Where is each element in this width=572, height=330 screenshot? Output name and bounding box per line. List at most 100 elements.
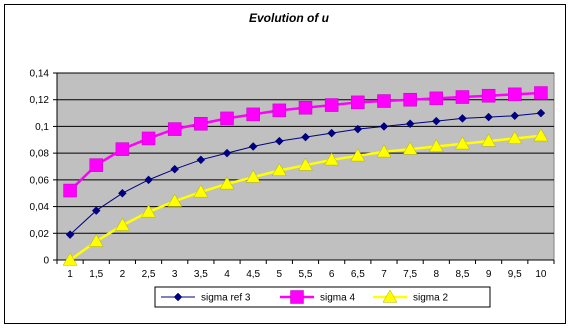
x-tick-label: 2,5 <box>142 269 156 280</box>
legend-marker <box>173 292 183 302</box>
data-point <box>246 107 260 122</box>
x-tick-label: 8 <box>434 269 440 280</box>
data-point <box>222 148 232 158</box>
data-point <box>220 111 234 126</box>
legend: sigma ref 3 sigma 4 sigma 2 <box>154 286 491 308</box>
series-sigma-2 <box>62 128 549 266</box>
y-tick-label: 0,12 <box>30 95 50 106</box>
y-tick-label: 0,14 <box>30 69 50 80</box>
x-tick-label: 10 <box>535 269 547 280</box>
legend-box <box>154 286 491 308</box>
data-point <box>271 163 287 177</box>
data-point <box>455 136 470 150</box>
y-tick-label: 0,02 <box>30 229 50 240</box>
data-point <box>65 230 75 239</box>
data-point <box>327 128 337 138</box>
data-point <box>301 132 310 142</box>
data-point <box>193 184 209 198</box>
data-point <box>272 103 287 118</box>
data-point <box>429 91 444 106</box>
x-tick-label: 4,5 <box>246 269 260 280</box>
legend-marker <box>382 289 398 303</box>
chart-title: Evolution of u <box>249 11 330 25</box>
data-point <box>324 152 340 166</box>
data-point <box>379 122 389 131</box>
data-point <box>114 217 130 231</box>
plot-area-group: 0 0,02 0,04 0,06 0,08 0,1 0,12 0,14 1 1,5 2 2,5 3 3,5… <box>30 69 555 280</box>
x-tick-label: 3,5 <box>194 269 208 280</box>
x-tick-label: 3 <box>172 269 178 280</box>
data-point <box>405 119 415 129</box>
data-point <box>351 95 365 110</box>
y-tick-label: 0 <box>43 256 49 267</box>
x-tick-label: 7 <box>381 269 387 280</box>
y-tick-label: 0,08 <box>30 149 50 160</box>
data-point <box>353 124 363 134</box>
data-point <box>245 169 261 183</box>
data-point <box>298 100 313 115</box>
data-point <box>481 133 497 147</box>
x-tick-label: 4 <box>224 269 230 280</box>
data-point <box>141 204 156 218</box>
data-point <box>507 130 523 144</box>
data-point <box>510 111 520 121</box>
series-sigma-ref-3 <box>65 108 546 239</box>
data-point <box>91 206 101 215</box>
data-point <box>89 158 103 172</box>
data-point <box>298 157 313 171</box>
data-point <box>248 142 258 151</box>
x-tick-label: 5,5 <box>299 269 313 280</box>
series-sigma-4 <box>63 86 548 198</box>
y-tick-label: 0,04 <box>30 202 50 213</box>
data-point <box>167 193 183 207</box>
data-point <box>219 176 235 190</box>
x-tick-label: 6 <box>329 269 335 280</box>
legend-label: sigma ref 3 <box>201 293 251 304</box>
data-point <box>508 87 522 102</box>
data-point <box>141 131 156 146</box>
x-tick-label: 6,5 <box>351 269 365 280</box>
x-tick-label: 5 <box>277 269 283 280</box>
legend-item: sigma 4 <box>280 290 355 304</box>
data-point <box>196 155 206 165</box>
data-point <box>167 122 182 136</box>
x-tick-label: 1,5 <box>89 269 103 280</box>
legend-label: sigma 4 <box>320 293 355 304</box>
legend-item: sigma 2 <box>373 289 448 304</box>
legend-item: sigma ref 3 <box>161 293 251 304</box>
legend-marker <box>290 290 304 304</box>
data-point <box>350 148 366 162</box>
data-point <box>431 116 441 126</box>
data-point <box>376 144 392 158</box>
data-point <box>428 138 444 152</box>
data-point <box>118 188 127 198</box>
data-point <box>481 88 496 103</box>
data-point <box>536 108 546 118</box>
x-tick-label: 8,5 <box>455 269 469 280</box>
data-point <box>274 136 284 146</box>
x-tick-label: 1 <box>67 269 73 280</box>
data-point <box>115 142 130 156</box>
data-point <box>403 92 417 107</box>
data-point <box>458 114 467 123</box>
data-point <box>534 86 548 100</box>
y-tick-label: 0,06 <box>30 175 50 186</box>
data-point <box>88 233 104 247</box>
data-point <box>170 164 180 174</box>
y-tick-label: 0,1 <box>35 122 49 133</box>
x-tick-label: 9 <box>486 269 492 280</box>
data-point <box>144 175 153 185</box>
data-point <box>402 141 418 155</box>
x-tick-label: 2 <box>120 269 126 280</box>
data-point <box>194 117 208 131</box>
data-point <box>62 252 78 266</box>
legend-label: sigma 2 <box>413 293 448 304</box>
data-point <box>484 112 493 122</box>
x-tick-label: 9,5 <box>508 269 522 280</box>
data-point <box>63 183 77 198</box>
data-point <box>455 90 470 104</box>
data-point <box>324 98 339 112</box>
data-point <box>533 128 549 142</box>
